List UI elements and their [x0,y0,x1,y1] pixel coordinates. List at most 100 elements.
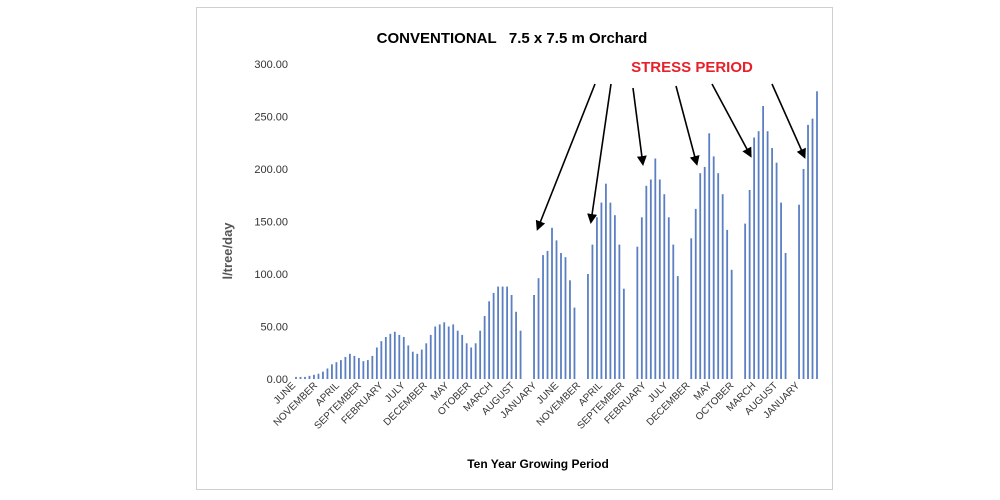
bar [470,347,473,379]
bar [348,353,351,379]
bar [771,148,773,379]
y-tick-label: 200.00 [254,164,288,176]
bar [658,179,661,379]
bar [371,355,374,379]
bar [676,276,679,379]
bar [551,227,553,379]
bar [591,244,594,379]
bar [649,179,652,379]
y-tick-label: 0.00 [267,374,288,386]
bar [744,223,747,379]
bar [461,334,464,379]
bar [762,106,765,379]
bar [717,173,720,379]
bar [308,375,311,379]
bar [425,343,428,379]
bar [622,288,625,379]
y-tick-label: 300.00 [254,59,288,71]
bar [807,124,809,380]
bar [488,301,491,379]
bar [357,358,360,379]
bar [605,183,607,379]
bar [811,118,814,379]
bar-series [295,91,818,380]
stress-arrow [675,85,700,166]
bar [429,334,432,379]
bar [703,166,706,379]
bar [398,334,401,379]
bar [519,330,522,379]
y-axis: 0.00 50.00 100.00 150.00 200.00 250.00 300.00 [254,59,288,386]
bar [353,355,356,379]
bar [537,278,540,379]
bar [384,337,387,379]
bar [802,169,805,379]
y-tick-label: 150.00 [254,217,288,229]
bar [726,229,729,379]
bar [564,257,567,379]
bar [313,374,315,379]
x-axis-label: Ten Year Growing Period [467,457,609,471]
bar [474,343,477,379]
stress-arrow [711,83,752,158]
bar [694,208,697,379]
bar [515,311,517,379]
bar [304,376,306,379]
bar [775,162,778,379]
bar [452,324,455,379]
y-tick-label: 250.00 [254,112,288,124]
bar [712,156,715,379]
bar [780,202,782,379]
bar [420,349,423,379]
bar [609,202,612,379]
bar [546,250,549,379]
bar [600,202,603,379]
bar [465,343,468,379]
bar [389,333,392,379]
bar [784,253,787,379]
bar [483,316,486,379]
bar [654,158,657,379]
stress-arrow [535,83,596,231]
bar [569,280,571,379]
bar [411,351,414,379]
bar [438,324,441,379]
bar [690,238,693,379]
bar [613,215,616,379]
bar [344,356,347,379]
bar [667,217,670,379]
bar [335,362,338,379]
bar [560,253,562,379]
bar [506,286,508,379]
bar [640,217,643,379]
bar [317,373,320,379]
y-tick-label: 100.00 [254,269,288,281]
bar [766,131,769,379]
bar [555,240,558,379]
chart-title: CONVENTIONAL 7.5 x 7.5 m Orchard [377,30,648,47]
bar [757,131,760,379]
bar [596,217,598,379]
stress-arrow [587,83,612,224]
bar [699,173,702,379]
bar [393,331,396,379]
bar [366,360,369,379]
bar [362,361,365,379]
bar [416,353,419,379]
bar [533,295,535,379]
bar [721,194,724,379]
stress-arrow [771,83,806,159]
bar [816,91,818,380]
bar [587,274,589,379]
bar [434,326,437,379]
bar [573,307,576,379]
stress-period-annotation: STRESS PERIOD [631,59,753,76]
bar [497,286,500,379]
bar [447,326,450,379]
bar [299,376,302,379]
bar [407,345,410,379]
bar [753,137,756,379]
bar [375,347,378,379]
bar [645,185,648,379]
